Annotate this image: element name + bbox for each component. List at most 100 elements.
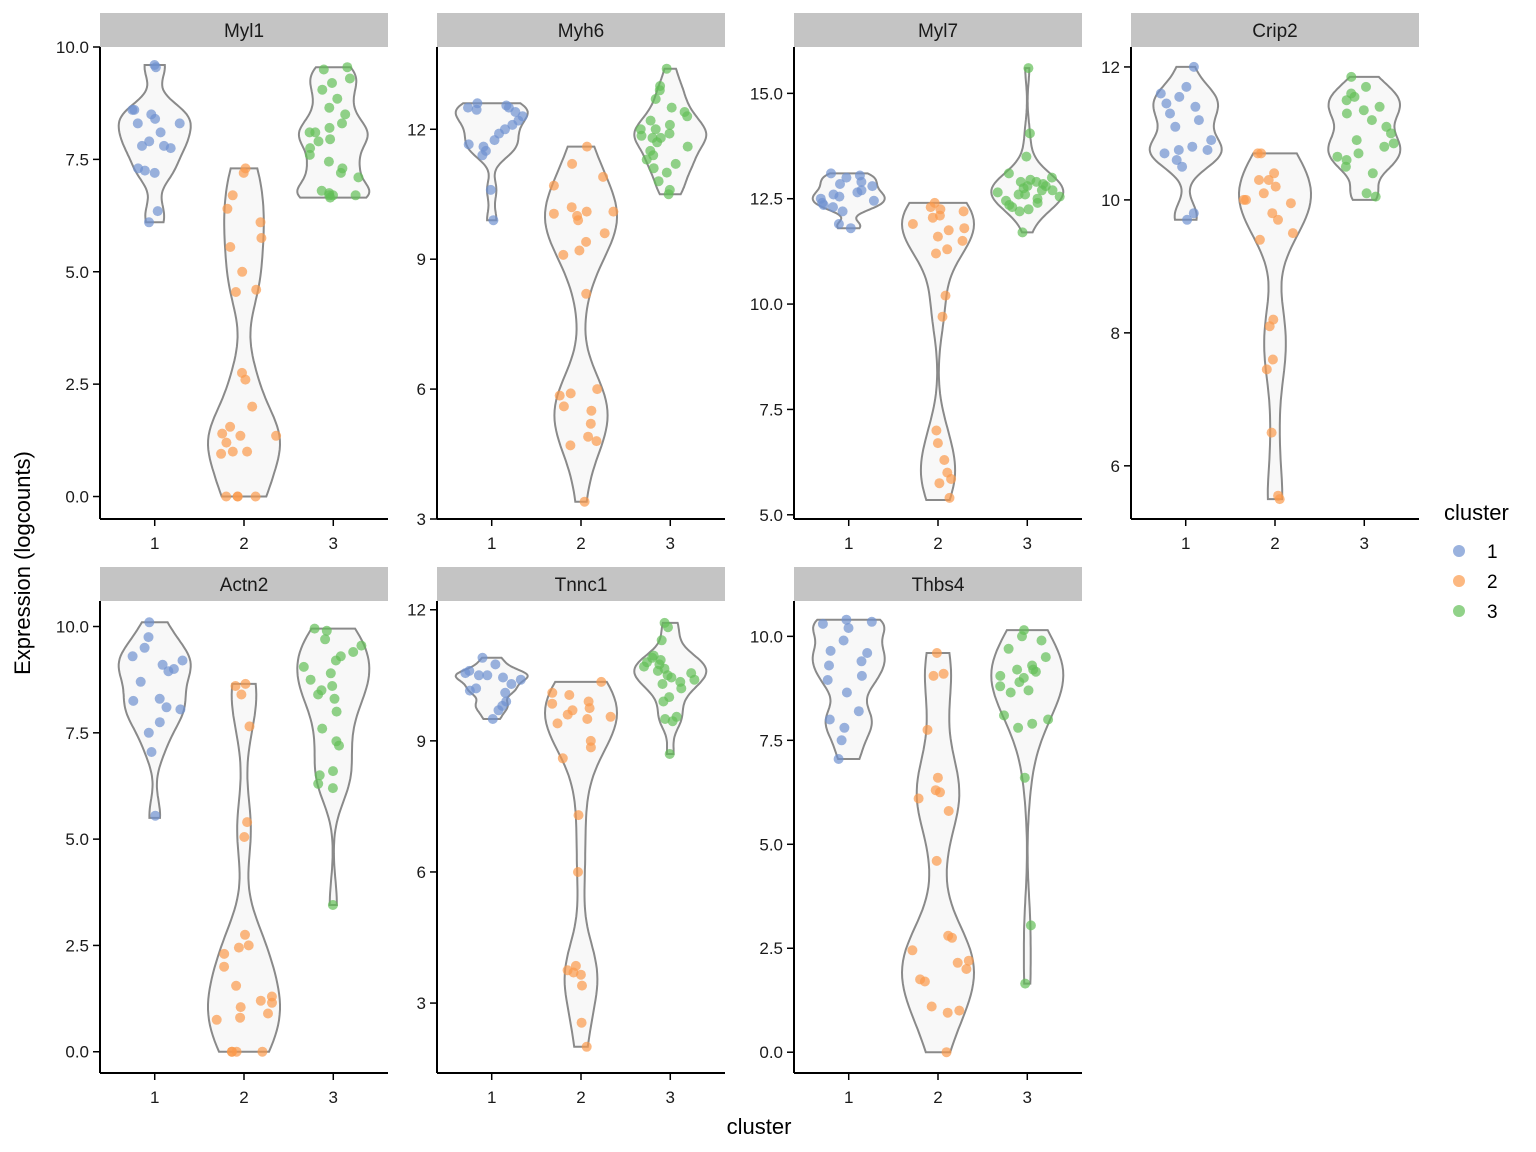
data-point-cluster-3 <box>313 689 324 700</box>
data-point-cluster-3 <box>664 128 675 139</box>
data-point-cluster-1 <box>1188 61 1199 72</box>
data-point-cluster-1 <box>838 635 849 646</box>
data-point-cluster-2 <box>959 223 970 234</box>
data-point-cluster-1 <box>154 693 165 704</box>
data-point-cluster-2 <box>257 1046 268 1057</box>
data-point-cluster-2 <box>238 167 249 178</box>
y-tick-label: 5.0 <box>759 835 783 854</box>
data-point-cluster-2 <box>219 948 230 959</box>
data-point-cluster-3 <box>317 723 328 734</box>
data-point-cluster-1 <box>159 140 169 151</box>
data-point-cluster-3 <box>1003 168 1014 179</box>
data-point-cluster-2 <box>573 867 583 877</box>
panel-actn2: Actn2 0.0 2.5 5.0 7.5 10.0 1 2 3 <box>56 567 388 1107</box>
data-point-cluster-1 <box>824 714 835 725</box>
y-tick-label: 5.0 <box>65 263 89 282</box>
data-point-cluster-1 <box>163 666 174 677</box>
y-tick-label: 5.0 <box>65 830 89 849</box>
data-point-cluster-2 <box>566 202 577 213</box>
data-point-cluster-2 <box>547 698 558 709</box>
data-point-cluster-2 <box>211 1014 222 1025</box>
y-tick-label: 6 <box>1111 457 1120 476</box>
data-point-cluster-2 <box>934 478 945 489</box>
data-point-cluster-1 <box>463 139 474 150</box>
data-point-cluster-3 <box>1025 920 1036 931</box>
data-point-cluster-3 <box>1341 95 1352 106</box>
facet-title-myh6: Myh6 <box>558 21 604 42</box>
y-tick-label: 5.0 <box>759 506 783 525</box>
data-point-cluster-3 <box>658 696 669 707</box>
data-point-cluster-2 <box>239 832 250 842</box>
data-point-cluster-1 <box>833 219 844 229</box>
data-point-cluster-2 <box>952 957 963 968</box>
data-point-cluster-1 <box>127 651 138 662</box>
data-point-cluster-1 <box>490 659 501 670</box>
data-point-cluster-2 <box>564 690 575 700</box>
data-point-cluster-1 <box>1182 214 1193 225</box>
data-point-cluster-2 <box>1256 148 1267 159</box>
violin-cluster-1 <box>454 102 529 222</box>
x-tick-label: 2 <box>576 534 585 553</box>
data-point-cluster-2 <box>963 955 974 966</box>
data-point-cluster-2 <box>242 817 253 828</box>
data-point-cluster-2 <box>567 158 578 169</box>
data-point-cluster-1 <box>856 176 867 187</box>
x-tick-label: 2 <box>1270 534 1279 553</box>
y-tick-label: 10.0 <box>56 618 89 637</box>
violin-cluster-1 <box>117 64 192 224</box>
data-point-cluster-2 <box>942 244 953 255</box>
data-point-cluster-3 <box>1021 151 1032 162</box>
data-point-cluster-3 <box>1366 115 1377 126</box>
data-point-cluster-3 <box>318 64 329 75</box>
data-point-cluster-3 <box>353 172 364 183</box>
data-point-cluster-1 <box>507 119 518 130</box>
data-point-cluster-1 <box>487 714 498 724</box>
facet-title-myl1: Myl1 <box>224 21 264 42</box>
data-point-cluster-2 <box>230 287 241 297</box>
data-point-cluster-2 <box>575 969 586 980</box>
x-tick-label: 1 <box>844 1088 853 1107</box>
data-point-cluster-2 <box>941 1047 952 1058</box>
data-point-cluster-2 <box>919 976 930 987</box>
data-point-cluster-2 <box>581 288 592 299</box>
data-point-cluster-1 <box>862 648 873 658</box>
data-point-cluster-2 <box>573 215 584 226</box>
data-point-cluster-2 <box>605 711 616 722</box>
facet-title-crip2: Crip2 <box>1252 21 1297 42</box>
data-point-cluster-3 <box>1014 677 1025 688</box>
data-point-cluster-3 <box>327 78 337 88</box>
data-point-cluster-2 <box>227 190 238 201</box>
facet-strip-myl7 <box>794 13 1082 47</box>
data-point-cluster-3 <box>321 625 332 636</box>
data-point-cluster-2 <box>1263 175 1274 185</box>
data-point-cluster-1 <box>139 165 150 176</box>
data-point-cluster-3 <box>340 109 351 120</box>
facet-strip-tnnc1 <box>437 567 725 601</box>
data-point-cluster-1 <box>1202 145 1213 155</box>
y-tick-label: 2.5 <box>65 936 89 955</box>
data-point-cluster-3 <box>329 693 340 704</box>
data-point-cluster-2 <box>552 718 563 729</box>
data-point-cluster-1 <box>826 168 836 179</box>
legend-title: cluster <box>1444 500 1509 525</box>
data-point-cluster-1 <box>828 202 838 213</box>
facet-title-actn2: Actn2 <box>220 575 269 596</box>
x-tick-label: 2 <box>576 1088 585 1107</box>
data-point-cluster-2 <box>577 980 587 991</box>
data-point-cluster-1 <box>515 674 526 685</box>
data-point-cluster-3 <box>1047 185 1058 196</box>
data-point-cluster-1 <box>841 172 852 183</box>
data-point-cluster-1 <box>477 652 488 663</box>
data-point-cluster-2 <box>946 474 957 484</box>
data-point-cluster-2 <box>225 421 236 432</box>
data-point-cluster-2 <box>608 206 619 217</box>
data-point-cluster-2 <box>913 793 924 804</box>
data-point-cluster-3 <box>682 141 693 152</box>
data-point-cluster-3 <box>1030 666 1041 677</box>
data-point-cluster-1 <box>1171 155 1182 165</box>
violin-cluster-1 <box>117 621 192 819</box>
data-point-cluster-3 <box>1017 227 1028 238</box>
data-point-cluster-1 <box>460 668 471 679</box>
data-point-cluster-2 <box>263 1008 273 1019</box>
